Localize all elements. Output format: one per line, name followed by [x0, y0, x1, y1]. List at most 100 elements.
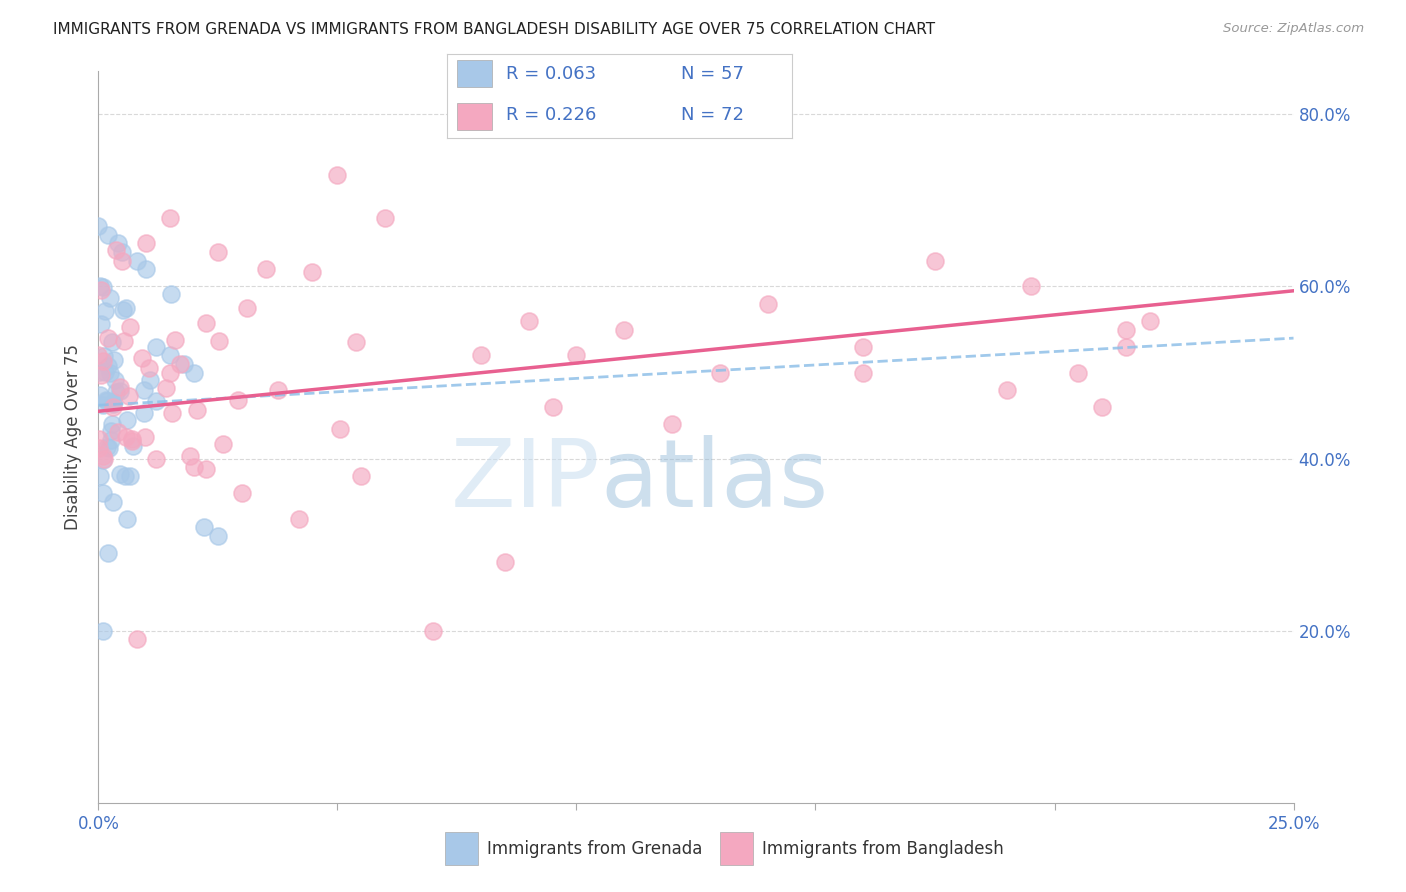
Point: [145, 451, 167, 466]
Point: [183, 460, 205, 475]
Point: [995, 383, 1018, 397]
Point: [145, 340, 167, 354]
Point: [135, 262, 157, 277]
Point: [350, 468, 373, 483]
Point: [104, 385, 127, 400]
Point: [344, 334, 367, 349]
Point: [494, 555, 516, 569]
Point: [87, 442, 110, 456]
Point: [169, 357, 191, 371]
Point: [254, 262, 277, 277]
Point: [160, 287, 183, 301]
Point: [207, 529, 229, 543]
Point: [541, 400, 564, 414]
Point: [470, 348, 492, 362]
Point: [115, 430, 138, 444]
Point: [193, 520, 215, 534]
Text: Immigrants from Bangladesh: Immigrants from Bangladesh: [762, 840, 1004, 858]
Point: [517, 314, 540, 328]
Point: [98, 366, 121, 380]
Point: [91, 449, 114, 463]
Point: [101, 397, 124, 411]
Point: [91, 624, 114, 638]
Point: [117, 412, 139, 426]
Point: [89, 279, 111, 293]
Point: [108, 380, 131, 394]
Point: [93, 451, 115, 466]
Point: [195, 316, 218, 330]
Point: [94, 392, 117, 407]
Point: [87, 432, 110, 446]
Point: [98, 441, 121, 455]
FancyBboxPatch shape: [457, 61, 492, 87]
FancyBboxPatch shape: [446, 832, 478, 865]
Point: [90, 368, 112, 382]
Point: [97, 331, 120, 345]
Point: [613, 322, 636, 336]
Text: N = 57: N = 57: [682, 65, 744, 83]
Point: [135, 236, 157, 251]
Point: [94, 365, 117, 379]
Point: [134, 405, 156, 419]
Point: [118, 468, 141, 483]
Point: [207, 334, 229, 349]
Point: [91, 279, 114, 293]
Point: [374, 211, 396, 225]
Point: [231, 486, 253, 500]
Point: [111, 245, 134, 260]
Point: [97, 546, 120, 560]
Point: [179, 450, 201, 464]
Point: [266, 383, 288, 397]
Point: [91, 353, 114, 368]
Point: [1091, 400, 1114, 414]
Point: [87, 219, 110, 234]
Point: [90, 317, 112, 331]
Point: [93, 304, 115, 318]
Point: [301, 265, 323, 279]
Point: [96, 440, 118, 454]
Point: [121, 433, 143, 447]
Point: [91, 486, 114, 500]
Text: atlas: atlas: [600, 435, 828, 527]
Point: [186, 403, 208, 417]
Point: [163, 333, 186, 347]
Point: [145, 394, 167, 409]
Point: [159, 211, 181, 225]
Point: [160, 406, 183, 420]
Point: [1019, 279, 1042, 293]
Point: [326, 168, 349, 182]
Point: [100, 425, 122, 439]
Point: [661, 417, 683, 432]
Point: [108, 467, 131, 481]
Point: [159, 366, 181, 380]
Point: [122, 439, 145, 453]
Point: [159, 348, 181, 362]
Y-axis label: Disability Age Over 75: Disability Age Over 75: [65, 344, 83, 530]
Text: IMMIGRANTS FROM GRENADA VS IMMIGRANTS FROM BANGLADESH DISABILITY AGE OVER 75 COR: IMMIGRANTS FROM GRENADA VS IMMIGRANTS FR…: [53, 22, 935, 37]
Point: [565, 348, 588, 362]
Point: [100, 417, 122, 432]
Point: [852, 366, 875, 380]
Point: [183, 366, 205, 380]
Point: [138, 373, 160, 387]
Point: [756, 296, 779, 310]
Point: [1139, 314, 1161, 328]
Text: N = 72: N = 72: [682, 105, 744, 123]
Point: [105, 244, 128, 258]
Point: [111, 253, 134, 268]
Point: [115, 512, 138, 526]
FancyBboxPatch shape: [720, 832, 754, 865]
Point: [100, 334, 122, 349]
Point: [288, 512, 311, 526]
Point: [108, 384, 131, 398]
Point: [155, 381, 177, 395]
Point: [422, 624, 444, 638]
Point: [87, 348, 110, 362]
Text: Immigrants from Grenada: Immigrants from Grenada: [486, 840, 702, 858]
Point: [111, 302, 134, 317]
Point: [103, 352, 125, 367]
Point: [138, 361, 160, 376]
Point: [226, 392, 249, 407]
Point: [107, 236, 129, 251]
Point: [852, 340, 875, 354]
